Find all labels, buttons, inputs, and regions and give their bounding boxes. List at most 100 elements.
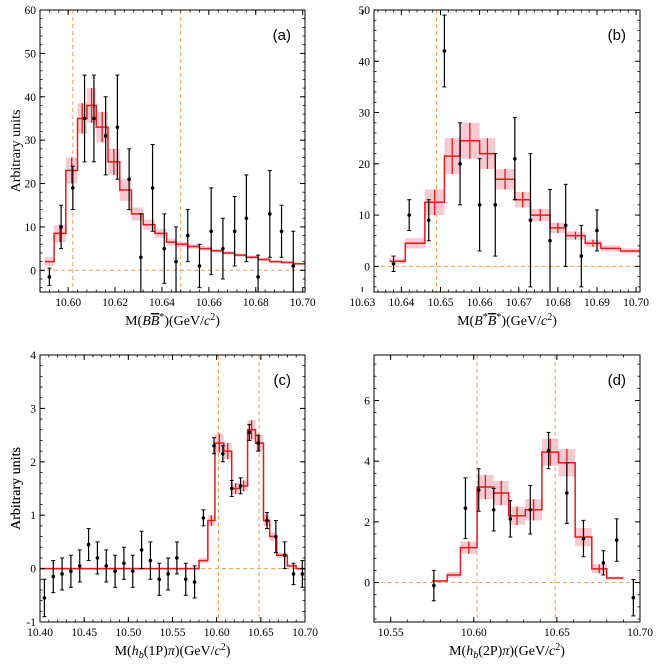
data-point: [232, 229, 237, 234]
data-point: [47, 275, 52, 279]
data-point: [95, 556, 100, 560]
data-point: [265, 518, 269, 523]
data-point: [581, 536, 586, 541]
plot-area: [374, 355, 640, 622]
y-tick-label: 10: [359, 210, 371, 222]
y-tick-label: 0: [364, 261, 370, 273]
x-axis-label-part: ): [560, 644, 565, 659]
data-point: [391, 262, 396, 266]
x-tick-label: 10.66: [196, 297, 222, 309]
x-axis-label-part: 2: [555, 642, 560, 653]
data-point: [477, 203, 482, 207]
data-point: [166, 572, 170, 576]
data-point: [221, 451, 225, 456]
x-tick-label: 10.60: [204, 627, 230, 639]
x-axis-label: M(B*B*)(GeV/c2): [457, 312, 557, 329]
data-point: [212, 443, 216, 448]
data-point: [115, 125, 120, 129]
data-point: [92, 116, 96, 121]
data-point: [595, 228, 599, 233]
data-point: [508, 517, 513, 521]
y-tick-label: 40: [25, 92, 37, 104]
data-point: [291, 572, 296, 576]
x-axis-label: M(BB*)(GeV/c2): [125, 312, 220, 329]
y-tick-label: 20: [25, 179, 37, 191]
x-axis-label-part: )(GeV/: [509, 644, 549, 659]
y-tick-label: 0: [30, 564, 36, 576]
x-tick-label: 10.64: [388, 297, 414, 309]
data-point: [71, 186, 75, 190]
x-axis-label-part: (2P): [478, 644, 502, 659]
data-point: [130, 569, 135, 574]
chart-panel-1: 10.60 10.62 10.64 10.66 10.68 10.70 0 10 20 30 40 5…: [9, 5, 316, 329]
x-tick-label: 10.55: [160, 627, 186, 639]
data-point: [579, 254, 584, 258]
data-point: [209, 229, 213, 234]
x-tick-label: 10.40: [27, 627, 53, 639]
data-point: [60, 572, 64, 576]
x-tick-label: 10.67: [506, 297, 532, 309]
x-axis-label-part: c: [215, 644, 222, 659]
data-point: [614, 538, 619, 542]
data-point: [192, 580, 197, 584]
data-point: [175, 556, 179, 560]
data-point: [229, 486, 234, 491]
x-axis-label-part: B: [142, 314, 151, 329]
data-point: [77, 564, 82, 568]
data-point: [528, 507, 533, 512]
x-tick-label: 10.70: [290, 297, 316, 309]
data-point: [426, 218, 431, 223]
data-point: [148, 558, 153, 563]
x-axis-label-part: )(GeV/: [175, 644, 215, 659]
data-point: [150, 186, 155, 190]
fit-curve: [40, 429, 305, 570]
chart-panel-4: 10.55 10.60 10.65 10.70 0 2 4 6 (d) Arbitrary uni…: [9, 354, 653, 661]
x-axis-label: M(hb(1P)π)(GeV/c2): [115, 642, 231, 661]
y-tick-label: 60: [25, 5, 37, 17]
x-axis-label-part: B: [474, 314, 483, 329]
chart-panel-3: 10.40 10.45 10.50 10.55 10.60 10.65 10.70 -1 0 1 2…: [9, 350, 318, 661]
plot-area: [374, 10, 640, 292]
data-point: [139, 548, 144, 552]
data-point: [268, 212, 272, 216]
x-axis-label-part: c: [204, 314, 211, 329]
data-point: [104, 564, 109, 568]
x-axis-label-part: M(: [125, 314, 142, 329]
x-axis-label-part: 2: [221, 642, 226, 653]
plot-area: [40, 10, 305, 292]
y-tick-label: 2: [30, 457, 36, 469]
x-tick-label: 10.70: [627, 627, 653, 639]
plot-area: [40, 355, 305, 622]
data-point: [491, 507, 496, 512]
x-tick-label: 10.60: [55, 297, 81, 309]
x-axis-label-part: ): [215, 314, 220, 329]
x-tick-label: 10.65: [544, 627, 570, 639]
data-point: [127, 177, 131, 181]
x-tick-label: 10.68: [545, 297, 571, 309]
data-point: [274, 534, 278, 539]
y-tick-label: 3: [30, 403, 36, 415]
x-axis-label-part: b: [139, 650, 144, 661]
y-tick-label: 40: [359, 56, 371, 68]
y-tick-label: 30: [25, 135, 37, 147]
data-point: [174, 259, 178, 264]
data-point: [82, 116, 87, 121]
x-axis-label-part: M(: [115, 644, 132, 659]
data-point: [407, 213, 412, 217]
x-axis-label-part: h: [132, 644, 139, 659]
data-point: [256, 275, 260, 279]
x-axis-label-part: 2: [547, 312, 552, 323]
data-point: [565, 491, 569, 495]
x-axis-label-part: b: [473, 650, 478, 661]
x-axis-label-part: h: [466, 644, 473, 659]
y-tick-label: 1: [30, 510, 36, 522]
x-axis-label-part: )(GeV/: [501, 314, 541, 329]
data-point: [513, 156, 517, 161]
y-axis-label: Arbitrary units: [9, 447, 24, 530]
y-tick-label: 2: [364, 517, 370, 529]
x-tick-label: 10.70: [292, 627, 318, 639]
data-point: [69, 569, 73, 574]
y-tick-label: 20: [359, 159, 371, 171]
data-point: [221, 246, 225, 251]
